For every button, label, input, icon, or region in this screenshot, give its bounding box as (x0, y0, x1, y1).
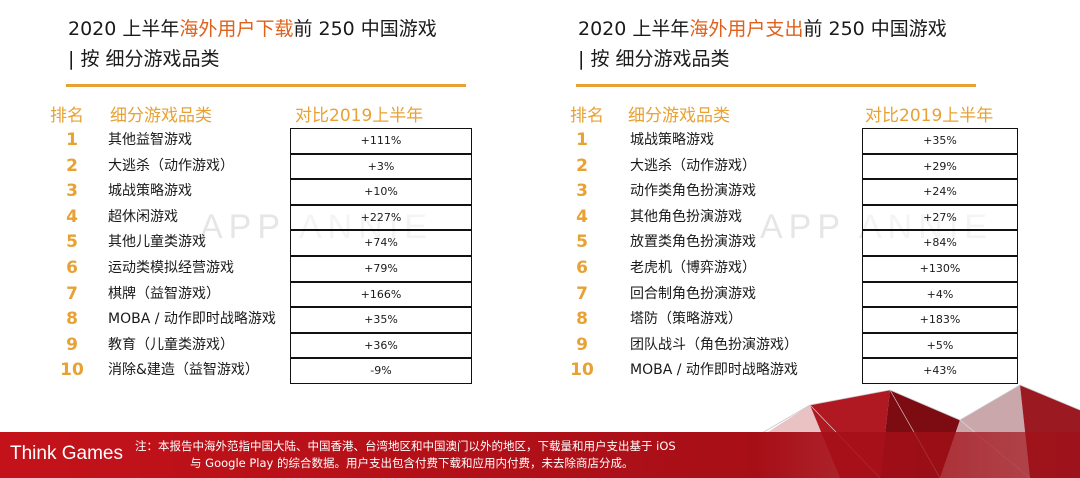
table-row: 3 动作类角色扮演游戏 +24% (560, 179, 1030, 205)
ranking-table: 1 城战策略游戏 +35% 2 大逃杀（动作游戏） +29% 3 动作类角色扮演游戏 +24… (560, 128, 1030, 384)
table-row: 9 教育（儿童类游戏） +36% (50, 332, 520, 359)
rank-number: 6 (576, 257, 588, 278)
category-name: 团队战斗（角色扮演游戏） (630, 336, 798, 353)
change-value: +27% (862, 204, 1018, 231)
table-row: 3 城战策略游戏 +10% (50, 179, 520, 205)
category-name: 其他儿童类游戏 (108, 234, 206, 251)
header-compare: 对比2019上半年 (295, 106, 424, 126)
table-row: 2 大逃杀（动作游戏） +3% (50, 153, 520, 180)
table-row: 5 其他儿童类游戏 +74% (50, 230, 520, 256)
change-value: +35% (862, 128, 1018, 154)
change-value: +79% (290, 255, 472, 282)
brand-logo-text: Think Games (10, 443, 123, 464)
category-name: 动作类角色扮演游戏 (630, 183, 756, 200)
header-rank: 排名 (570, 106, 604, 126)
rank-number: 4 (66, 206, 78, 227)
category-name: 其他角色扮演游戏 (630, 208, 742, 225)
table-row: 8 MOBA / 动作即时战略游戏 +35% (50, 307, 520, 333)
change-value: +24% (862, 179, 1018, 205)
ranking-table: 1 其他益智游戏 +111% 2 大逃杀（动作游戏） +3% 3 城战策略游戏 +10% 4… (50, 128, 520, 384)
category-name: 大逃杀（动作游戏） (108, 157, 234, 174)
table-row: 4 超休闲游戏 +227% (50, 204, 520, 231)
category-name: MOBA / 动作即时战略游戏 (630, 362, 798, 379)
table-row: 1 其他益智游戏 +111% (50, 128, 520, 154)
rank-number: 10 (60, 360, 84, 381)
table-row: 5 放置类角色扮演游戏 +84% (560, 230, 1030, 256)
category-name: 大逃杀（动作游戏） (630, 157, 756, 174)
rank-number: 2 (66, 155, 78, 176)
category-name: 城战策略游戏 (108, 183, 192, 200)
rank-number: 5 (576, 232, 588, 253)
header-category: 细分游戏品类 (628, 106, 730, 126)
title-divider (66, 84, 466, 87)
table-row: 1 城战策略游戏 +35% (560, 128, 1030, 154)
change-value: +36% (290, 332, 472, 359)
header-rank: 排名 (50, 106, 84, 126)
panel-title: 2020 上半年海外用户支出前 250 中国游戏 | 按 细分游戏品类 (578, 18, 947, 70)
change-value: +10% (290, 179, 472, 205)
change-value: +84% (862, 230, 1018, 256)
rank-number: 8 (66, 309, 78, 330)
change-value: +183% (862, 307, 1018, 333)
table-row: 10 MOBA / 动作即时战略游戏 +43% (560, 358, 1030, 384)
table-row: 10 消除&建造（益智游戏） -9% (50, 358, 520, 384)
change-value: +74% (290, 230, 472, 256)
change-value: -9% (290, 358, 472, 384)
rank-number: 1 (576, 130, 588, 150)
footer-bar: Think Games 注：本报告中海外范指中国大陆、中国香港、台湾地区和中国澳… (0, 432, 1080, 478)
category-name: 放置类角色扮演游戏 (630, 234, 756, 251)
change-value: +227% (290, 204, 472, 231)
change-value: +35% (290, 307, 472, 333)
category-name: 超休闲游戏 (108, 208, 178, 225)
table-row: 6 运动类模拟经营游戏 +79% (50, 255, 520, 282)
panel-title: 2020 上半年海外用户下载前 250 中国游戏 | 按 细分游戏品类 (68, 18, 437, 70)
rank-number: 3 (576, 181, 588, 202)
rank-number: 6 (66, 257, 78, 278)
table-row: 2 大逃杀（动作游戏） +29% (560, 153, 1030, 180)
change-value: +43% (862, 358, 1018, 384)
footnote: 注：本报告中海外范指中国大陆、中国香港、台湾地区和中国澳门以外的地区，下载量和用… (135, 439, 676, 470)
table-row: 7 棋牌（益智游戏） +166% (50, 281, 520, 308)
rank-number: 7 (576, 283, 588, 304)
change-value: +166% (290, 281, 472, 308)
category-name: MOBA / 动作即时战略游戏 (108, 311, 276, 328)
category-name: 教育（儿童类游戏） (108, 336, 234, 353)
header-compare: 对比2019上半年 (865, 106, 994, 126)
header-category: 细分游戏品类 (110, 106, 212, 126)
rank-number: 8 (576, 309, 588, 330)
change-value: +29% (862, 153, 1018, 180)
rank-number: 10 (570, 360, 594, 381)
category-name: 回合制角色扮演游戏 (630, 285, 756, 302)
category-name: 塔防（策略游戏） (630, 311, 742, 328)
change-value: +3% (290, 153, 472, 180)
change-value: +4% (862, 281, 1018, 308)
category-name: 运动类模拟经营游戏 (108, 259, 234, 276)
rank-number: 4 (576, 206, 588, 227)
rank-number: 2 (576, 155, 588, 176)
change-value: +130% (862, 255, 1018, 282)
category-name: 城战策略游戏 (630, 132, 714, 148)
table-row: 6 老虎机（博弈游戏） +130% (560, 255, 1030, 282)
category-name: 老虎机（博弈游戏） (630, 259, 756, 276)
change-value: +5% (862, 332, 1018, 359)
table-row: 9 团队战斗（角色扮演游戏） +5% (560, 332, 1030, 359)
title-divider (576, 84, 976, 87)
rank-number: 1 (66, 130, 78, 150)
category-name: 其他益智游戏 (108, 132, 192, 148)
table-row: 7 回合制角色扮演游戏 +4% (560, 281, 1030, 308)
rank-number: 3 (66, 181, 78, 202)
rank-number: 5 (66, 232, 78, 253)
table-row: 8 塔防（策略游戏） +183% (560, 307, 1030, 333)
table-row: 4 其他角色扮演游戏 +27% (560, 204, 1030, 231)
category-name: 棋牌（益智游戏） (108, 285, 220, 302)
change-value: +111% (290, 128, 472, 154)
rank-number: 9 (66, 334, 78, 355)
rank-number: 9 (576, 334, 588, 355)
category-name: 消除&建造（益智游戏） (108, 362, 259, 379)
rank-number: 7 (66, 283, 78, 304)
